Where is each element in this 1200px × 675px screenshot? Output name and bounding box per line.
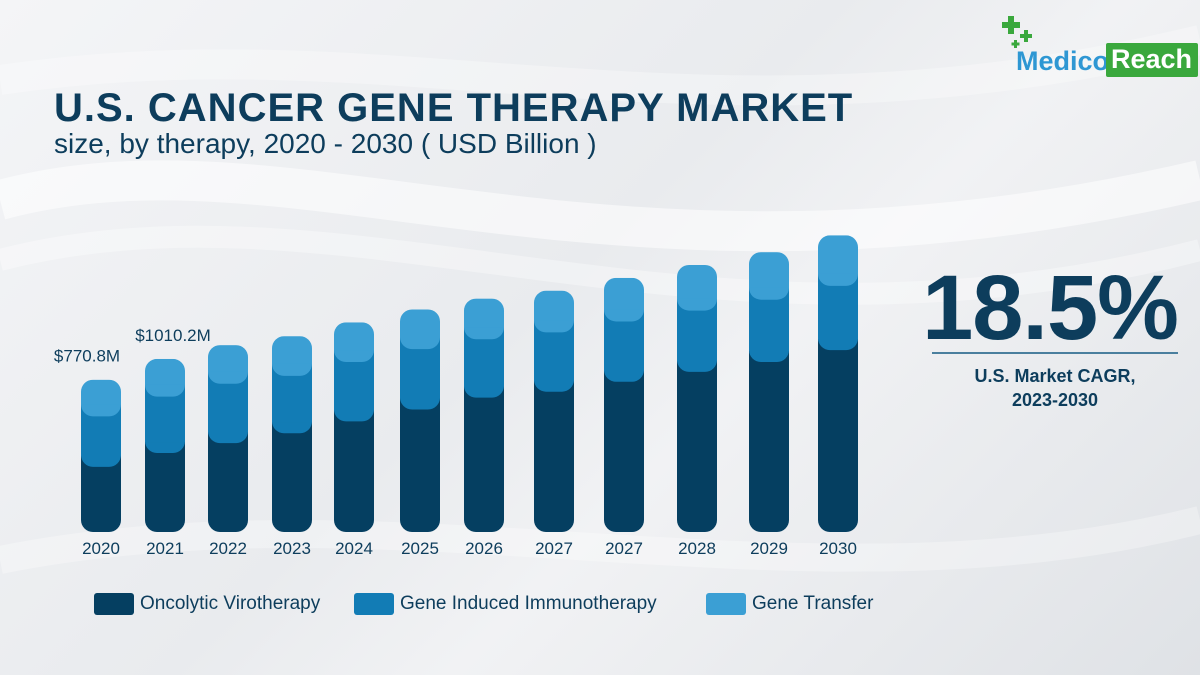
- bar-group-2022: 2022: [208, 345, 248, 558]
- bar-segment-gene-transfer-2023: [272, 336, 312, 364]
- legend-swatch-immunotherapy: [354, 593, 394, 615]
- bar-segment-gene-transfer-2027: [534, 290, 574, 321]
- x-tick-label: 2027: [605, 539, 643, 558]
- x-tick-label: 2021: [146, 539, 184, 558]
- cagr-value: 18.5%: [922, 257, 1179, 359]
- bar-group-2023: 2023: [272, 336, 312, 558]
- bar-group-2025: 2025: [400, 309, 440, 558]
- bar-segment-oncolytic-virotherapy-2030: [818, 338, 858, 533]
- legend-label-oncolytic: Oncolytic Virotherapy: [140, 593, 321, 614]
- chart-subtitle: size, by therapy, 2020 - 2030 ( USD Bill…: [54, 128, 597, 159]
- bar-segment-gene-transfer-2029: [749, 252, 789, 288]
- logo-text-medico: Medico: [1016, 46, 1110, 76]
- bar-group-2024: 2024: [334, 322, 374, 558]
- bar-segment-gene-transfer-2022: [208, 345, 248, 372]
- bar-segment-oncolytic-virotherapy-2029: [749, 350, 789, 532]
- bar-group-2027: 2027: [534, 290, 574, 558]
- cagr-label-line2: 2023-2030: [1011, 390, 1099, 410]
- x-tick-label: 2022: [209, 539, 247, 558]
- bar-segment-oncolytic-virotherapy-2028: [677, 359, 717, 532]
- bar-segment-oncolytic-virotherapy-2025: [400, 397, 440, 532]
- bar-group-2026: 2026: [464, 298, 504, 558]
- brand-logo: Medico Reach: [1000, 12, 1199, 84]
- chart-title: U.S. CANCER GENE THERAPY MARKET: [54, 86, 854, 130]
- x-tick-label: 2026: [465, 539, 503, 558]
- x-tick-label: 2020: [82, 539, 120, 558]
- legend-item-gene-transfer: Gene Transfer: [706, 592, 873, 616]
- bar-group-2027: 2027: [604, 277, 644, 558]
- x-tick-label: 2023: [273, 539, 311, 558]
- bar-segment-oncolytic-virotherapy-2020: [81, 454, 121, 532]
- bar-segment-oncolytic-virotherapy-2022: [208, 431, 248, 533]
- bar-segment-gene-transfer-2028: [677, 264, 717, 299]
- logo-text-reach: Reach: [1106, 43, 1199, 77]
- bar-segment-gene-transfer-2020: [81, 379, 121, 405]
- data-label-2020: $770.8M: [54, 347, 120, 366]
- cagr-label-line1: U.S. Market CAGR,: [974, 366, 1136, 386]
- bar-segment-oncolytic-virotherapy-2026: [464, 385, 504, 533]
- bar-segment-oncolytic-virotherapy-2024: [334, 409, 374, 532]
- x-tick-label: 2029: [750, 539, 788, 558]
- legend-item-immunotherapy: Gene Induced Immunotherapy: [354, 592, 657, 616]
- legend-label-gene-transfer: Gene Transfer: [752, 593, 874, 614]
- legend-swatch-oncolytic: [94, 593, 134, 615]
- bar-group-2028: 2028: [677, 264, 717, 558]
- bar-segment-oncolytic-virotherapy-2027: [534, 379, 574, 532]
- bar-group-2021: 2021: [145, 358, 185, 558]
- x-tick-label: 2024: [335, 539, 373, 558]
- bar-segment-gene-transfer-2024: [334, 322, 374, 351]
- legend-label-immunotherapy: Gene Induced Immunotherapy: [400, 593, 657, 614]
- legend-swatch-gene-transfer: [706, 593, 746, 615]
- bar-segment-gene-transfer-2027: [604, 277, 644, 310]
- bar-group-2020: 2020: [81, 379, 121, 558]
- bar-group-2030: 2030: [818, 235, 858, 558]
- x-tick-label: 2027: [535, 539, 573, 558]
- cagr-divider: [932, 352, 1178, 354]
- bar-segment-gene-transfer-2026: [464, 298, 504, 328]
- bar-group-2029: 2029: [749, 252, 789, 558]
- x-tick-label: 2025: [401, 539, 439, 558]
- legend-item-oncolytic: Oncolytic Virotherapy: [94, 592, 320, 616]
- bar-segment-gene-transfer-2025: [400, 309, 440, 338]
- bar-segment-oncolytic-virotherapy-2021: [145, 441, 185, 532]
- medical-cross-icon: [1002, 16, 1032, 48]
- data-label-2021: $1010.2M: [135, 326, 211, 345]
- bar-segment-gene-transfer-2030: [818, 235, 858, 274]
- bar-segment-oncolytic-virotherapy-2027: [604, 369, 644, 532]
- x-tick-label: 2028: [678, 539, 716, 558]
- cagr-label: U.S. Market CAGR, 2023-2030: [932, 364, 1178, 412]
- bar-segment-gene-transfer-2021: [145, 358, 185, 385]
- bar-segment-oncolytic-virotherapy-2023: [272, 421, 312, 533]
- x-tick-label: 2030: [819, 539, 857, 558]
